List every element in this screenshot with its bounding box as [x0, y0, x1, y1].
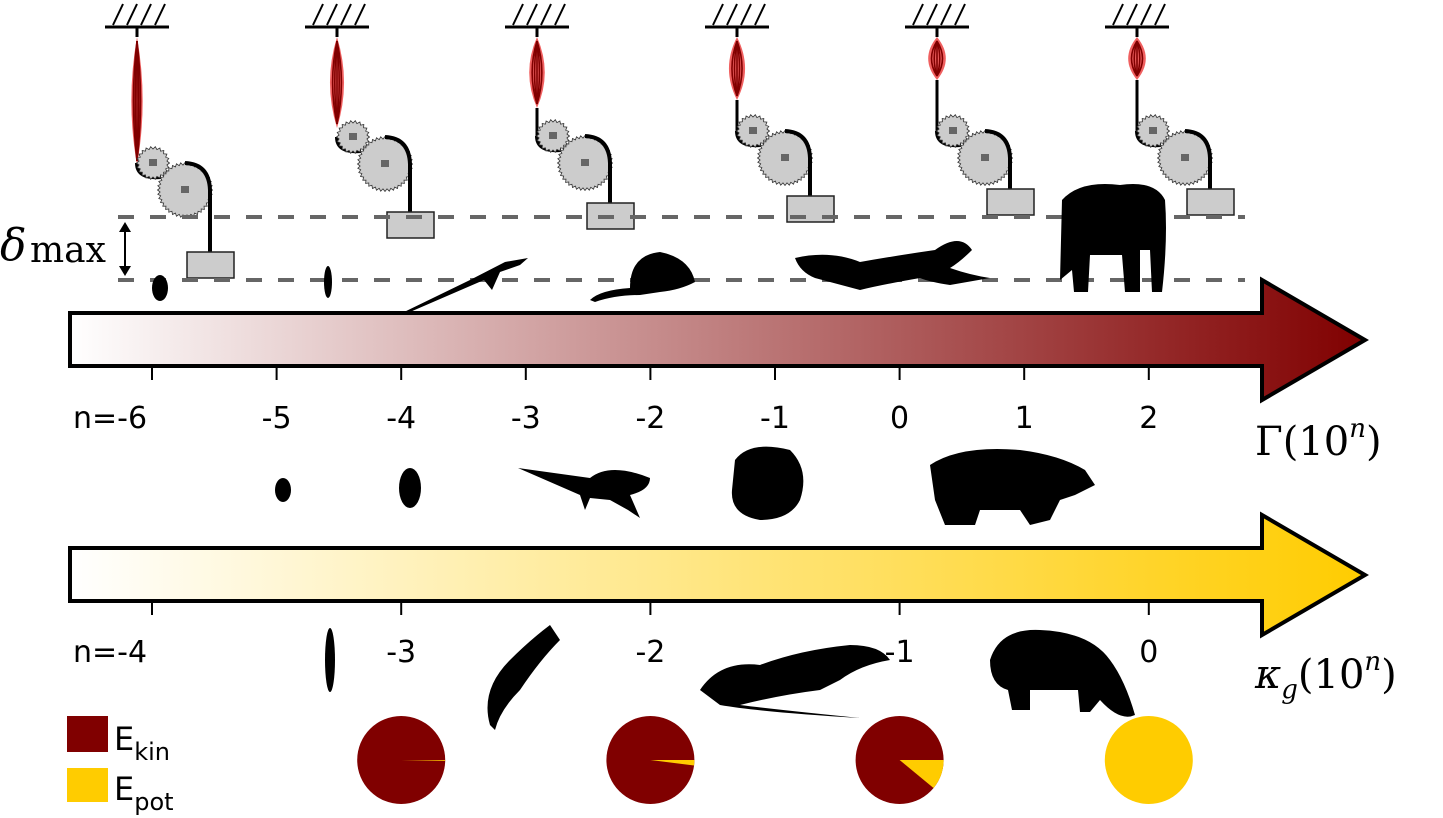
- delta-max-label: δ max: [0, 220, 131, 276]
- pie-slice-epot: [899, 760, 944, 789]
- ceiling-mount-icon: [505, 3, 569, 29]
- legend-swatch-epot: [67, 768, 108, 802]
- muscle-gear-systems: [105, 3, 1235, 279]
- gear-axle: [781, 154, 789, 161]
- gear-axle: [949, 127, 957, 134]
- muscle-system: [505, 3, 635, 230]
- gamma-axis-ticks: n=-6 -5 -4 -3 -2 -1 0 1 2: [73, 366, 1158, 436]
- tick-label: -1: [760, 401, 790, 436]
- gecko-silhouette: [487, 625, 560, 730]
- legend-label-epot: Epot: [114, 770, 174, 816]
- tick-label: 0: [1139, 635, 1158, 670]
- tick-label: -3: [511, 401, 541, 436]
- ant-silhouette: [324, 266, 332, 298]
- lizard-silhouette: [400, 258, 528, 314]
- delta-subscript: max: [30, 230, 106, 271]
- muscle-system: [305, 3, 435, 239]
- weight-block: [186, 251, 235, 279]
- tick-label: 0: [890, 401, 909, 436]
- legend-label-ekin: Ekin: [114, 720, 170, 766]
- cable: [384, 135, 412, 212]
- animals: [152, 184, 1166, 730]
- pie-chart: [606, 716, 695, 804]
- gear-axle: [749, 127, 757, 134]
- tick-label: -5: [262, 401, 292, 436]
- cable: [784, 129, 812, 196]
- cable: [584, 134, 612, 203]
- pie-chart: [855, 716, 944, 804]
- pie-slice-epot: [401, 760, 446, 761]
- kappa-axis-ticks: n=-4 -3 -2 -1 0: [73, 601, 1158, 670]
- tick-label: 1: [1015, 401, 1034, 436]
- mite-silhouette: [152, 275, 168, 301]
- muscle-fiber: [936, 40, 944, 77]
- kappa-arrow: [68, 511, 1369, 639]
- muscle-system: [105, 3, 235, 279]
- spider-silhouette: [275, 478, 291, 502]
- tick-label: n=-6: [73, 401, 147, 436]
- legend: Ekin Epot: [67, 716, 174, 816]
- muscle-fiber: [1133, 40, 1138, 77]
- mouse-silhouette: [590, 252, 695, 302]
- ceiling-mount-icon: [905, 3, 969, 29]
- rhinoceros-silhouette: [930, 449, 1095, 525]
- gear-axle: [981, 154, 989, 161]
- pie-slice-epot: [1104, 716, 1193, 804]
- muscle-system: [905, 3, 1035, 216]
- gear-axle: [549, 132, 557, 139]
- cheetah-silhouette: [795, 241, 990, 290]
- cable: [984, 129, 1012, 189]
- muscle-fiber: [536, 40, 543, 105]
- muscle-system: [705, 3, 835, 223]
- ceiling-mount-icon: [705, 3, 769, 29]
- ceiling-mount-icon: [305, 3, 369, 29]
- elephant-silhouette: [1060, 184, 1166, 292]
- weight-block: [1186, 188, 1235, 216]
- pie-slice-epot: [650, 760, 695, 766]
- muscle-fiber: [136, 40, 142, 162]
- tick-label: 2: [1139, 401, 1158, 436]
- kappa-axis-title: κg(10n): [1254, 647, 1397, 705]
- ant-bottom-silhouette: [325, 628, 335, 692]
- tick-label: -1: [885, 635, 915, 670]
- tick-label: -3: [386, 635, 416, 670]
- muscle-fiber: [933, 40, 938, 77]
- cable: [1184, 129, 1212, 189]
- tick-label: -4: [386, 401, 416, 436]
- gear-axle: [181, 186, 189, 193]
- frog-silhouette: [731, 446, 804, 520]
- tick-label: -2: [635, 635, 665, 670]
- hippopotamus-silhouette: [990, 629, 1135, 717]
- gamma-arrow: [68, 276, 1369, 404]
- muscle-fiber: [736, 40, 743, 97]
- gear-axle: [149, 159, 157, 166]
- legend-swatch-ekin: [67, 716, 108, 752]
- cable: [184, 161, 212, 252]
- weight-block: [986, 188, 1035, 216]
- delta-symbol: δ: [0, 220, 27, 271]
- gear-axle: [581, 159, 589, 166]
- ceiling-mount-icon: [1105, 3, 1169, 29]
- lizard-middle-silhouette: [518, 468, 650, 518]
- pie-chart: [357, 716, 446, 804]
- gear-axle: [1181, 154, 1189, 161]
- tick-label: n=-4: [73, 635, 147, 670]
- gear-axle: [349, 133, 357, 140]
- gamma-axis-title: Γ(10n): [1255, 414, 1382, 465]
- gear-axle: [1149, 127, 1157, 134]
- energy-pie-charts: [357, 716, 1193, 804]
- muscle-fiber: [336, 40, 343, 125]
- gear-axle: [381, 160, 389, 167]
- monitor-lizard-silhouette: [700, 645, 890, 718]
- pie-chart: [1104, 716, 1193, 804]
- muscle-fiber: [1136, 40, 1144, 77]
- tick-label: -2: [635, 401, 665, 436]
- beetle-silhouette: [399, 468, 421, 508]
- ceiling-mount-icon: [105, 3, 169, 29]
- muscle-system: [1105, 3, 1235, 216]
